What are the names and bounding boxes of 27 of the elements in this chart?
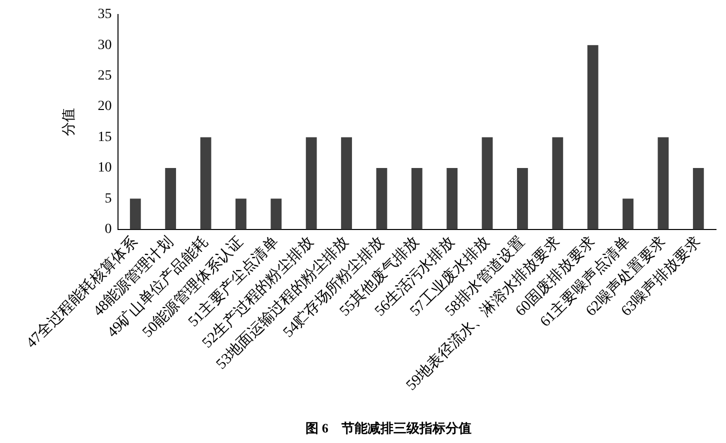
y-tick-label: 0: [104, 222, 112, 238]
bar: [658, 137, 669, 230]
bar: [692, 168, 704, 230]
bar: [587, 45, 598, 230]
bar: [482, 137, 493, 230]
bar: [376, 168, 388, 230]
bar: [200, 137, 212, 230]
bar: [552, 137, 564, 230]
y-tick-label: 20: [98, 99, 112, 114]
bar: [165, 168, 176, 230]
y-tick-label: 35: [98, 7, 112, 22]
y-tick-label: 5: [104, 191, 112, 206]
y-tick-label: 25: [98, 68, 112, 84]
bar: [341, 137, 352, 230]
bar: [446, 168, 458, 230]
text: 图 6 节能减排三级指标分值: [306, 420, 472, 436]
bar: [270, 198, 282, 230]
bar: [306, 137, 317, 230]
bar: [517, 168, 528, 230]
y-axis-title: 分值: [61, 108, 78, 136]
bar: [130, 198, 141, 230]
y-tick-label: 15: [98, 130, 112, 145]
bar: [236, 198, 246, 230]
bar: [622, 198, 634, 230]
bar: [411, 168, 422, 230]
y-tick-label: 10: [98, 160, 112, 176]
y-tick-label: 30: [98, 38, 112, 53]
